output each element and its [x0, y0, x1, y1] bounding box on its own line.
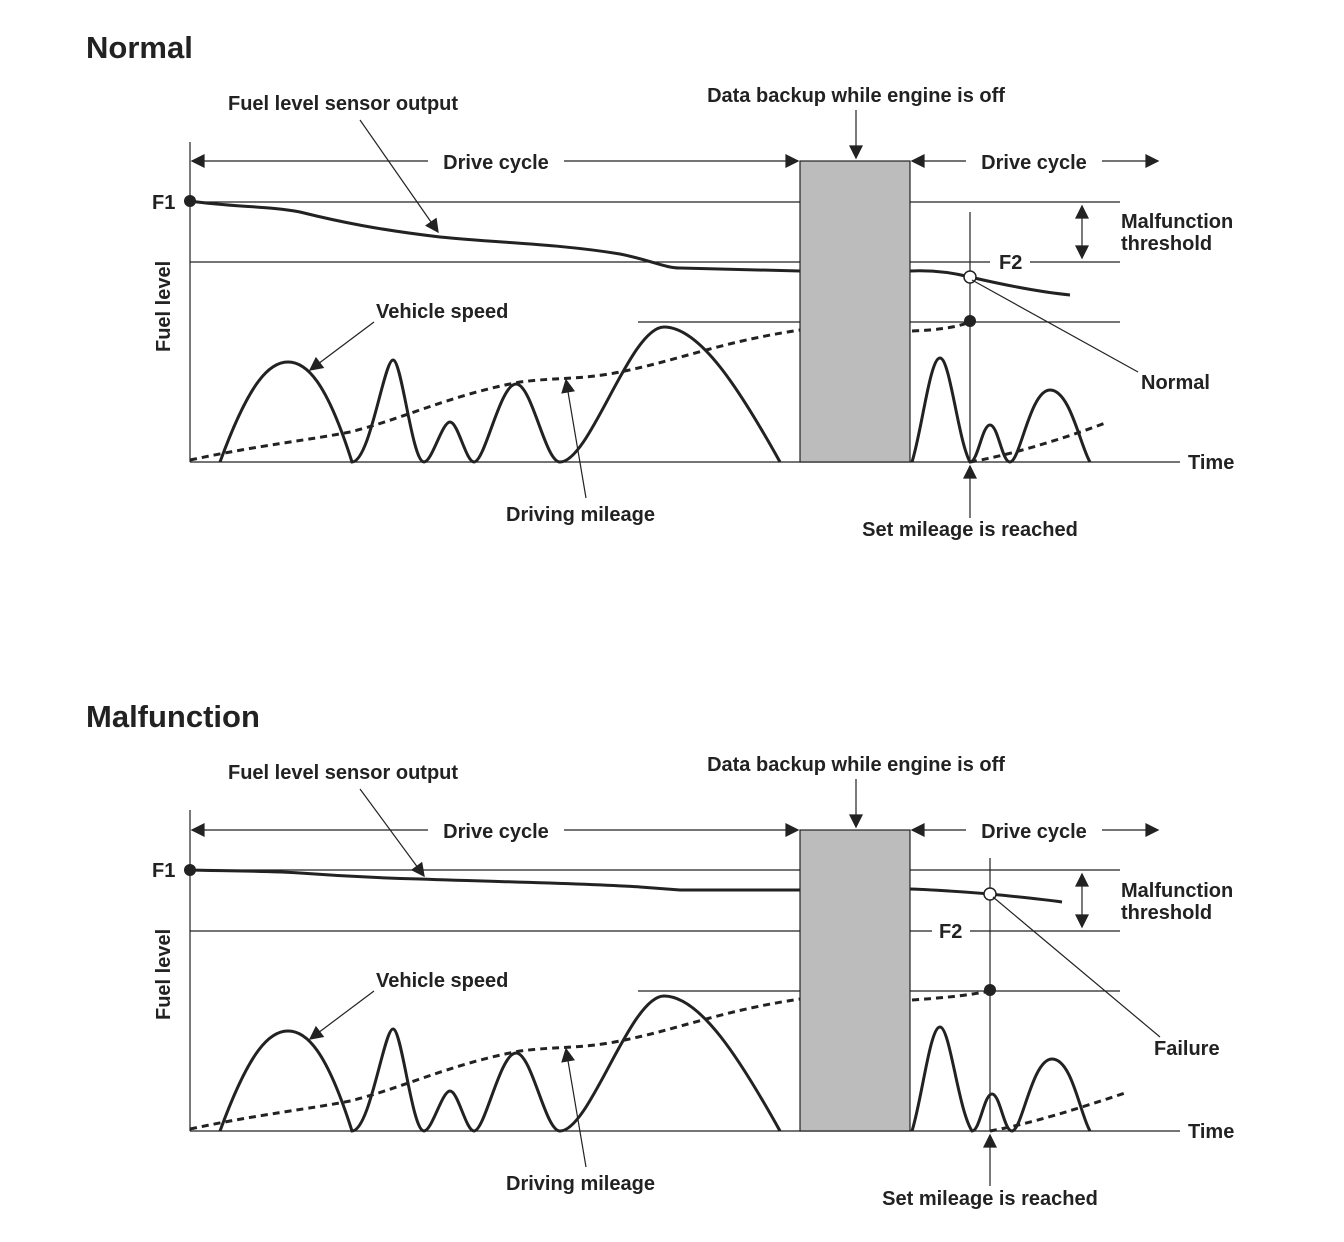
fuel-sensor-pointer: [359, 788, 425, 878]
vehicle-speed-pointer: [308, 321, 375, 371]
panel-normal: Normal Time Fuel level F1 F2 Drive cycle…: [86, 30, 1234, 541]
mileage-reached-point: [984, 984, 996, 996]
data-backup-label: Data backup while engine is off: [707, 85, 1005, 107]
fuel-sensor-label: Fuel level sensor output: [228, 93, 458, 115]
y-axis-label: Fuel level: [153, 929, 175, 1020]
data-backup-label: Data backup while engine is off: [707, 754, 1005, 776]
driving-mileage-line: [189, 328, 801, 462]
fuel-sensor-label: Fuel level sensor output: [228, 762, 458, 784]
drive-cycle-2-label: Drive cycle: [981, 821, 1087, 843]
result-callout-line: [971, 279, 1139, 373]
f2-label: F2: [999, 252, 1022, 274]
vehicle-speed-line: [218, 325, 782, 464]
driving-mileage-line-reset: [969, 420, 1109, 464]
panel-title: Malfunction: [86, 699, 260, 734]
data-backup-block: [799, 160, 911, 463]
driving-mileage-line-reset: [989, 1090, 1129, 1133]
threshold-label-1: Malfunction: [1121, 211, 1233, 233]
fuel-sensor-output-line: [189, 199, 801, 273]
f1-label: F1: [152, 192, 175, 214]
fuel-sensor-pointer: [359, 119, 439, 234]
threshold-label-2: threshold: [1121, 902, 1212, 924]
driving-mileage-label: Driving mileage: [506, 1173, 655, 1195]
set-mileage-label: Set mileage is reached: [862, 519, 1078, 541]
driving-mileage-pointer: [561, 378, 587, 499]
vehicle-speed-line: [218, 994, 782, 1133]
vehicle-speed-line-after: [910, 1025, 1092, 1133]
f1-label: F1: [152, 860, 175, 882]
f2-label: F2: [939, 921, 962, 943]
time-label: Time: [1188, 1121, 1234, 1143]
drive-cycle-label: Drive cycle: [443, 821, 549, 843]
driving-mileage-line-upper: [911, 989, 991, 1002]
driving-mileage-label: Driving mileage: [506, 504, 655, 526]
vehicle-speed-label: Vehicle speed: [376, 970, 508, 992]
vehicle-speed-pointer: [308, 990, 375, 1040]
result-label: Normal: [1141, 372, 1210, 394]
time-label: Time: [1188, 452, 1234, 474]
threshold-label-2: threshold: [1121, 233, 1212, 255]
f1-point: [184, 864, 196, 876]
drive-cycle-label: Drive cycle: [443, 152, 549, 174]
fuel-sensor-output-line: [189, 868, 800, 892]
result-label: Failure: [1154, 1038, 1220, 1060]
drive-cycle-2-label: Drive cycle: [981, 152, 1087, 174]
result-callout-line: [992, 896, 1161, 1038]
driving-mileage-line: [189, 997, 801, 1131]
y-axis-label: Fuel level: [153, 261, 175, 352]
vehicle-speed-line-after: [910, 356, 1092, 464]
driving-mileage-line-upper: [911, 320, 971, 333]
set-mileage-label: Set mileage is reached: [882, 1188, 1098, 1210]
panel-malfunction: Malfunction Time Fuel level F1 F2 Drive …: [86, 699, 1234, 1210]
f1-point: [184, 195, 196, 207]
panel-title: Normal: [86, 30, 193, 65]
driving-mileage-pointer: [561, 1047, 587, 1168]
vehicle-speed-label: Vehicle speed: [376, 301, 508, 323]
threshold-label-1: Malfunction: [1121, 880, 1233, 902]
data-backup-block: [799, 829, 911, 1132]
fuel-sensor-output-line-after: [909, 269, 1071, 297]
mileage-reached-point: [964, 315, 976, 327]
